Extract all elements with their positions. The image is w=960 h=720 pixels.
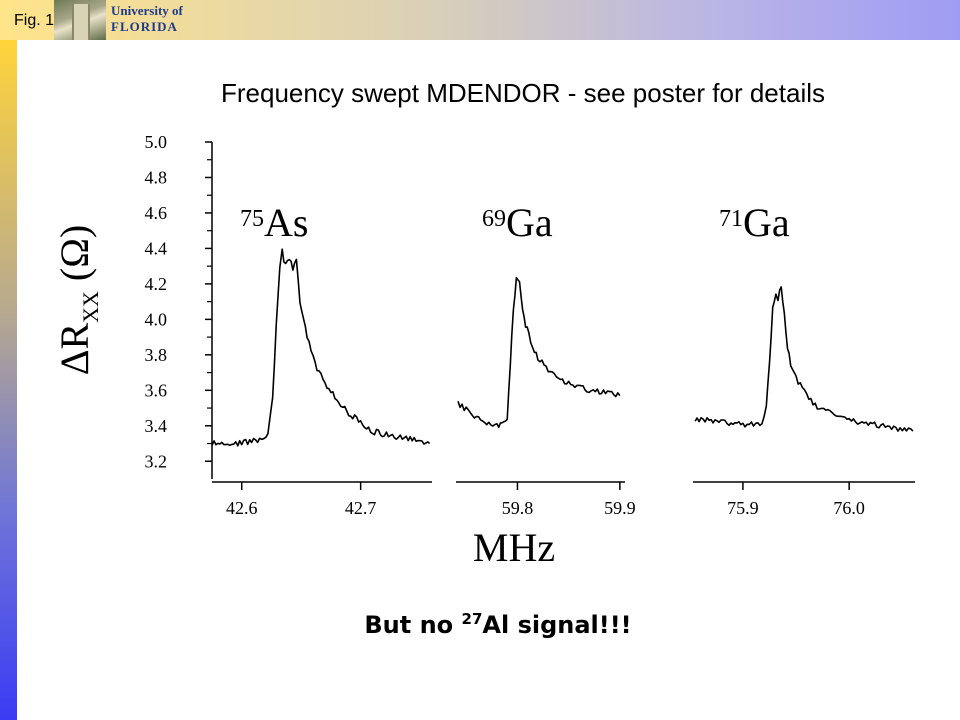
slide-title: Frequency swept MDENDOR - see poster for… (221, 78, 825, 108)
y-axis-label: ΔRXX (Ω) (52, 225, 103, 376)
y-tick-label: 4.4 (145, 238, 168, 258)
logo-line-1: University of (111, 3, 183, 18)
isotope-symbol: As (264, 200, 308, 245)
y-tick-label: 4.8 (145, 167, 168, 187)
signal-trace (694, 286, 914, 432)
y-tick-label: 4.0 (145, 309, 168, 329)
y-tick-label: 4.2 (145, 274, 168, 294)
y-tick-label: 3.4 (145, 416, 168, 436)
panel-75as: 42.6 42.7 75As (211, 200, 432, 518)
footer-suffix: Al signal!!! (482, 611, 632, 639)
y-axis-label-unit: (Ω) (52, 225, 97, 291)
figure-label: Fig. 11 (14, 12, 62, 29)
isotope-symbol: Ga (743, 200, 790, 245)
isotope-mass: 75 (240, 206, 264, 232)
century-tower-photo (54, 0, 106, 40)
isotope-label: 69Ga (482, 200, 553, 245)
isotope-mass: 69 (482, 206, 506, 232)
y-tick-label: 3.8 (145, 345, 168, 365)
logo-line-2: FLORIDA (111, 19, 178, 34)
footer-prefix: But no (364, 611, 462, 639)
y-axis-label-sub: XX (78, 291, 103, 323)
x-tick-label: 42.7 (345, 498, 377, 518)
tower-shape (72, 4, 90, 40)
isotope-label: 75As (240, 200, 308, 245)
x-tick-label: 75.9 (727, 498, 759, 518)
isotope-mass: 71 (719, 206, 743, 232)
y-tick-label: 3.6 (145, 380, 168, 400)
x-axis-label: MHz (473, 525, 555, 570)
top-banner (0, 0, 960, 40)
y-tick-label: 4.6 (145, 203, 168, 223)
x-tick-label: 59.9 (604, 498, 636, 518)
x-tick-label: 42.6 (226, 498, 258, 518)
side-accent-bar (0, 40, 17, 720)
panel-71ga: 75.9 76.0 71Ga (693, 200, 915, 518)
isotope-symbol: Ga (506, 200, 553, 245)
y-axis-label-main: ΔR (52, 323, 97, 376)
footer-superscript: 27 (461, 610, 483, 628)
y-tick-label: 3.2 (145, 451, 168, 471)
panel-69ga: 59.8 59.9 69Ga (456, 200, 636, 518)
x-tick-label: 76.0 (833, 498, 865, 518)
university-logo: University of FLORIDA (111, 3, 221, 37)
footer-note: But no 27Al signal!!! (0, 610, 960, 639)
y-tick-label: 5.0 (145, 132, 168, 152)
y-axis: 5.0 4.8 4.6 4.4 4.2 4.0 3.8 3.6 3.4 3.2 (145, 132, 213, 479)
signal-trace (211, 248, 431, 447)
isotope-label: 71Ga (719, 200, 790, 245)
signal-trace (457, 276, 621, 429)
x-tick-label: 59.8 (502, 498, 534, 518)
